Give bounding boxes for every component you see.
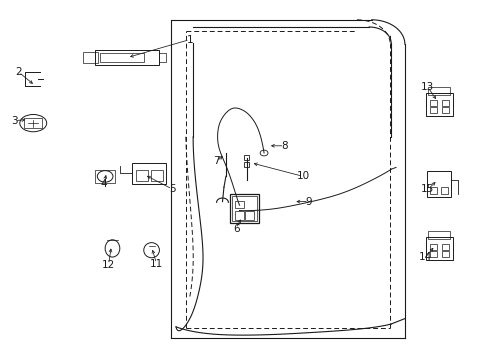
Bar — [429, 251, 437, 257]
Bar — [136, 170, 148, 181]
Bar — [100, 53, 144, 62]
Text: 4: 4 — [101, 179, 107, 189]
Text: 2: 2 — [15, 67, 22, 77]
Bar — [427, 231, 449, 238]
Text: 10: 10 — [296, 171, 309, 181]
Bar — [429, 100, 437, 106]
Bar — [429, 244, 437, 250]
Text: 14: 14 — [418, 252, 431, 262]
Bar — [95, 50, 159, 65]
Bar — [427, 171, 450, 197]
Bar — [425, 93, 452, 116]
Bar — [229, 194, 259, 223]
Bar — [244, 155, 249, 160]
Bar — [234, 211, 243, 220]
Text: 9: 9 — [305, 197, 312, 207]
Bar — [232, 196, 256, 221]
Bar — [132, 163, 166, 184]
Text: 11: 11 — [149, 258, 163, 269]
Bar — [425, 237, 452, 260]
Text: 1: 1 — [186, 35, 193, 45]
Bar — [24, 118, 42, 128]
Text: 15: 15 — [420, 184, 434, 194]
Text: 3: 3 — [11, 116, 18, 126]
Text: 7: 7 — [213, 156, 220, 166]
Bar — [441, 251, 448, 257]
Text: 12: 12 — [102, 260, 115, 270]
Bar — [83, 52, 98, 63]
Text: 6: 6 — [232, 224, 239, 234]
Bar — [150, 170, 163, 181]
Bar — [441, 107, 448, 113]
Text: 8: 8 — [281, 141, 287, 151]
Bar — [95, 170, 115, 183]
Bar — [429, 187, 436, 194]
Bar — [245, 211, 254, 220]
Bar — [244, 162, 249, 167]
Text: 5: 5 — [168, 184, 175, 194]
Bar — [427, 87, 449, 94]
Bar — [441, 244, 448, 250]
Bar — [441, 100, 448, 106]
Bar — [234, 201, 243, 208]
Text: 13: 13 — [420, 82, 434, 92]
Bar — [440, 187, 447, 194]
Bar — [429, 107, 437, 113]
